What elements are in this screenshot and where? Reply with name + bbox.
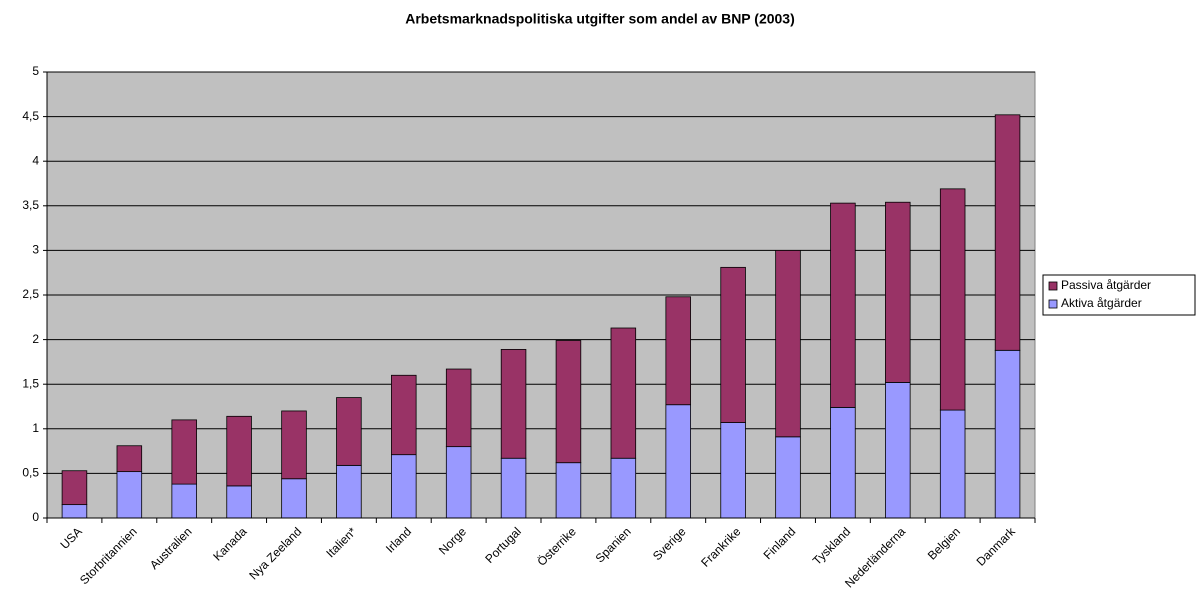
bar-segment: [391, 454, 417, 519]
bar-segment: [281, 410, 307, 480]
bar-segment: [445, 446, 472, 519]
y-tick-label: 2: [32, 332, 39, 346]
x-tick-label: Spanien: [593, 524, 634, 565]
y-tick-label: 0: [32, 510, 39, 524]
x-tick-label: Österrike: [534, 524, 579, 569]
x-tick-label: Italien*: [323, 524, 359, 560]
bar-segment: [336, 397, 362, 466]
x-tick-label: Finland: [761, 524, 799, 562]
bar-segment: [994, 349, 1021, 519]
legend-swatch: [1048, 281, 1058, 291]
bar-segment: [445, 368, 472, 448]
bar-segment: [994, 114, 1021, 351]
bar-segment: [885, 382, 911, 519]
bar-segment: [336, 464, 362, 519]
bar-segment: [281, 478, 307, 519]
bar-segment: [775, 436, 801, 519]
x-tick-label: Australien: [147, 524, 195, 572]
bar-segment: [720, 266, 746, 423]
legend-box: [1042, 274, 1196, 316]
bar-segment: [226, 415, 252, 487]
bar-segment: [610, 457, 637, 519]
x-tick-label: Norge: [436, 524, 469, 557]
x-tick-label: Belgien: [925, 524, 963, 562]
bar-segment: [171, 483, 197, 519]
bar-segment: [171, 419, 197, 485]
bar-segment: [555, 340, 582, 464]
legend-swatch: [1048, 299, 1058, 309]
bar-segment: [665, 404, 691, 519]
y-tick-label: 1: [32, 421, 39, 435]
bar-segment: [939, 409, 966, 519]
bar-segment: [830, 202, 856, 408]
x-tick-label: Irland: [383, 524, 414, 555]
bar-segment: [939, 188, 966, 411]
y-tick-label: 3,5: [22, 198, 39, 212]
bar-segment: [555, 462, 582, 519]
bar-segment: [226, 485, 252, 519]
bar-segment: [116, 471, 143, 519]
bar-segment: [500, 457, 527, 519]
x-tick-label: Sverige: [650, 524, 689, 563]
bar-segment: [665, 296, 691, 406]
y-tick-label: 3: [32, 243, 39, 257]
bar-segment: [391, 374, 417, 456]
bar-segment: [720, 422, 746, 519]
x-tick-label: Nya Zeeland: [246, 524, 304, 582]
x-tick-label: Tyskland: [810, 524, 853, 567]
bar-segment: [116, 445, 143, 473]
bar-segment: [500, 349, 527, 459]
y-tick-label: 4: [32, 153, 39, 167]
legend-label: Passiva åtgärder: [1061, 278, 1151, 292]
x-tick-label: Danmark: [974, 524, 1019, 569]
bar-segment: [61, 504, 88, 519]
bar-segment: [610, 327, 637, 459]
y-tick-label: 5: [32, 64, 39, 78]
y-tick-label: 1,5: [22, 376, 39, 390]
x-tick-label: USA: [57, 524, 84, 551]
y-tick-label: 2,5: [22, 287, 39, 301]
y-tick-label: 4,5: [22, 109, 39, 123]
legend-label: Aktiva åtgärder: [1061, 296, 1142, 310]
bar-segment: [61, 470, 88, 506]
x-tick-label: Storbritannien: [77, 524, 140, 587]
y-tick-label: 0,5: [22, 466, 39, 480]
x-tick-label: Kanada: [210, 524, 249, 563]
x-tick-label: Frankrike: [698, 524, 743, 569]
bar-segment: [830, 406, 856, 519]
x-tick-label: Portugal: [482, 524, 524, 566]
bar-segment: [775, 249, 801, 438]
bar-segment: [885, 201, 911, 383]
chart-title: Arbetsmarknadspolitiska utgifter som and…: [405, 11, 795, 27]
